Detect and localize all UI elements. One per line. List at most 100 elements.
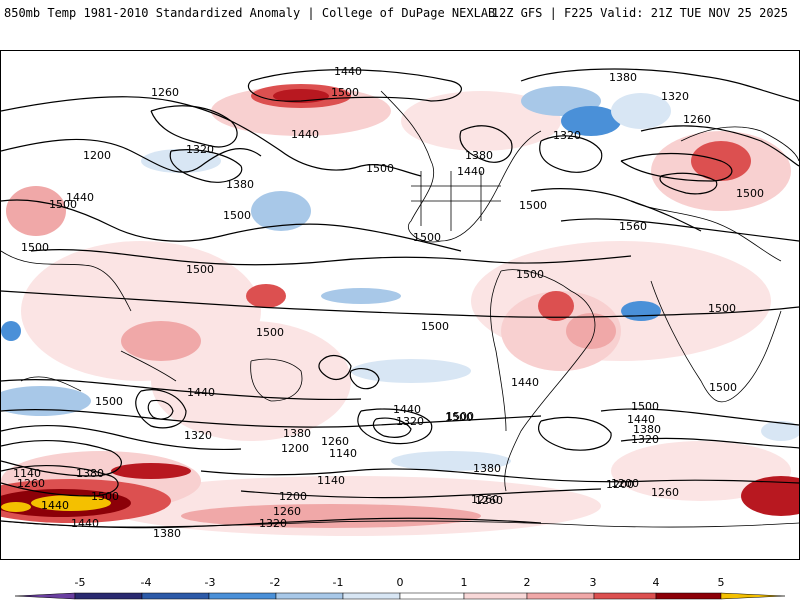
contour-label: 1500: [95, 395, 123, 408]
contour-label: 1200: [279, 490, 307, 503]
cool-anomaly-region: [1, 386, 91, 416]
coastlines: [1, 90, 799, 528]
colorbar-segment: [655, 592, 722, 600]
warm-anomaly-strong: [538, 291, 574, 321]
contour-label: 1140: [317, 474, 345, 487]
model-run-info: 12Z GFS | F225 Valid: 21Z TUE NOV 25 202…: [491, 6, 788, 20]
map-title: 850mb Temp 1981-2010 Standardized Anomal…: [4, 6, 496, 20]
contour-label: 1320: [661, 90, 689, 103]
colorbar-tick: 4: [652, 576, 660, 589]
contour-label: 1320: [631, 433, 659, 446]
colorbar-max-arrow: [720, 592, 786, 600]
warm-anomaly-extreme: [1, 502, 31, 512]
colorbar-min-arrow: [14, 592, 76, 600]
contour-label: 1500: [446, 410, 474, 423]
contour-label: 1320: [184, 429, 212, 442]
cool-anomaly-region: [611, 93, 671, 129]
warm-anomaly-extreme: [31, 495, 111, 511]
warm-anomaly-strong: [121, 321, 201, 361]
contour-label: 1380: [465, 149, 493, 162]
warm-anomaly-strong: [111, 463, 191, 479]
contour-label: 1440: [511, 376, 539, 389]
map-canvas: 1440 1500 1380 1260 1320 1200 1440 1380 …: [1, 65, 799, 540]
warm-anomaly-region: [401, 91, 561, 151]
contour-label: 1380: [473, 462, 501, 475]
cool-anomaly-region: [351, 359, 471, 383]
contour-label: 1260: [475, 494, 503, 507]
contour-label: 1500: [21, 241, 49, 254]
contour-label: 1440: [41, 499, 69, 512]
colorbar-segment: [141, 592, 210, 600]
contour-label: 1500: [256, 326, 284, 339]
contour-label: 1500: [736, 187, 764, 200]
contour-label: 1200: [606, 478, 634, 491]
contour-label: 1500: [516, 268, 544, 281]
contour-label: 1320: [186, 143, 214, 156]
contour-label: 1260: [683, 113, 711, 126]
contour-labels: 1440 1500 1380 1260 1320 1200 1440 1380 …: [13, 65, 764, 540]
contour-label: 1320: [259, 517, 287, 530]
cool-anomaly-region: [251, 191, 311, 231]
contour-label: 1500: [223, 209, 251, 222]
contour-label: 1440: [187, 386, 215, 399]
contour-label: 1440: [627, 413, 655, 426]
contour-label: 1500: [413, 231, 441, 244]
contour-label: 1500: [186, 263, 214, 276]
cool-anomaly-region: [391, 451, 511, 471]
contour-label: 1500: [91, 490, 119, 503]
contour-label: 1440: [66, 191, 94, 204]
contour-label: 1440: [393, 403, 421, 416]
contour-label: 1500: [708, 302, 736, 315]
anomaly-map[interactable]: 1440 1500 1380 1260 1320 1200 1440 1380 …: [0, 50, 800, 560]
colorbar-segment: [74, 592, 143, 600]
contour-label: 1320: [396, 415, 424, 428]
contour-label: 1260: [471, 493, 499, 506]
contour-label: 1260: [17, 477, 45, 490]
contour-label: 1380: [609, 71, 637, 84]
contour-label: 1500: [709, 381, 737, 394]
contour-label: 1200: [281, 442, 309, 455]
contour-label: 1140: [13, 467, 41, 480]
contour-label: 1260: [273, 505, 301, 518]
colorbar-segment: [526, 592, 595, 600]
cool-anomaly-region: [321, 288, 401, 304]
contour-label: 1380: [153, 527, 181, 540]
contour-label: 1260: [651, 486, 679, 499]
cool-anomaly-region: [141, 149, 221, 173]
colorbar-segment: [275, 592, 344, 600]
contour-label: 1500: [331, 86, 359, 99]
height-contours: [1, 68, 799, 529]
colorbar-tick: 3: [589, 576, 597, 589]
colorbar-segment: [342, 592, 401, 600]
contour-label: 1380: [283, 427, 311, 440]
colorbar-tick: -3: [204, 576, 216, 589]
warm-anomaly-region: [611, 441, 791, 501]
colorbar-tick: -5: [74, 576, 86, 589]
warm-anomaly-strong: [246, 284, 286, 308]
warm-anomaly-strong: [181, 504, 481, 528]
cool-anomaly-region: [621, 301, 661, 321]
warm-anomaly-strong: [6, 186, 66, 236]
contour-label: 1380: [633, 423, 661, 436]
contour-label: 1320: [553, 129, 581, 142]
colorbar-tick: 1: [460, 576, 468, 589]
colorbar-segment: [399, 592, 465, 600]
contour-label: 1200: [611, 477, 639, 490]
colorbar-tick: -1: [332, 576, 344, 589]
contour-label: 1500: [631, 400, 659, 413]
contour-label: 1380: [226, 178, 254, 191]
colorbar-legend: -5 -4 -3 -2 -1 0 1 2 3 4 5: [0, 570, 800, 600]
contour-label: 1440: [71, 517, 99, 530]
cool-anomaly-region: [561, 106, 621, 136]
contour-label: 1440: [457, 165, 485, 178]
colorbar-ramp: [14, 592, 786, 600]
contour-label: 1500: [49, 198, 77, 211]
colorbar-tick: 0: [396, 576, 404, 589]
warm-anomaly-region: [151, 321, 351, 441]
contour-label: 1260: [321, 435, 349, 448]
warm-anomaly-region: [501, 291, 621, 371]
contour-label: 1500: [519, 199, 547, 212]
colorbar-segment: [208, 592, 277, 600]
colorbar-tick: -2: [269, 576, 281, 589]
cool-anomaly-region: [761, 421, 799, 441]
